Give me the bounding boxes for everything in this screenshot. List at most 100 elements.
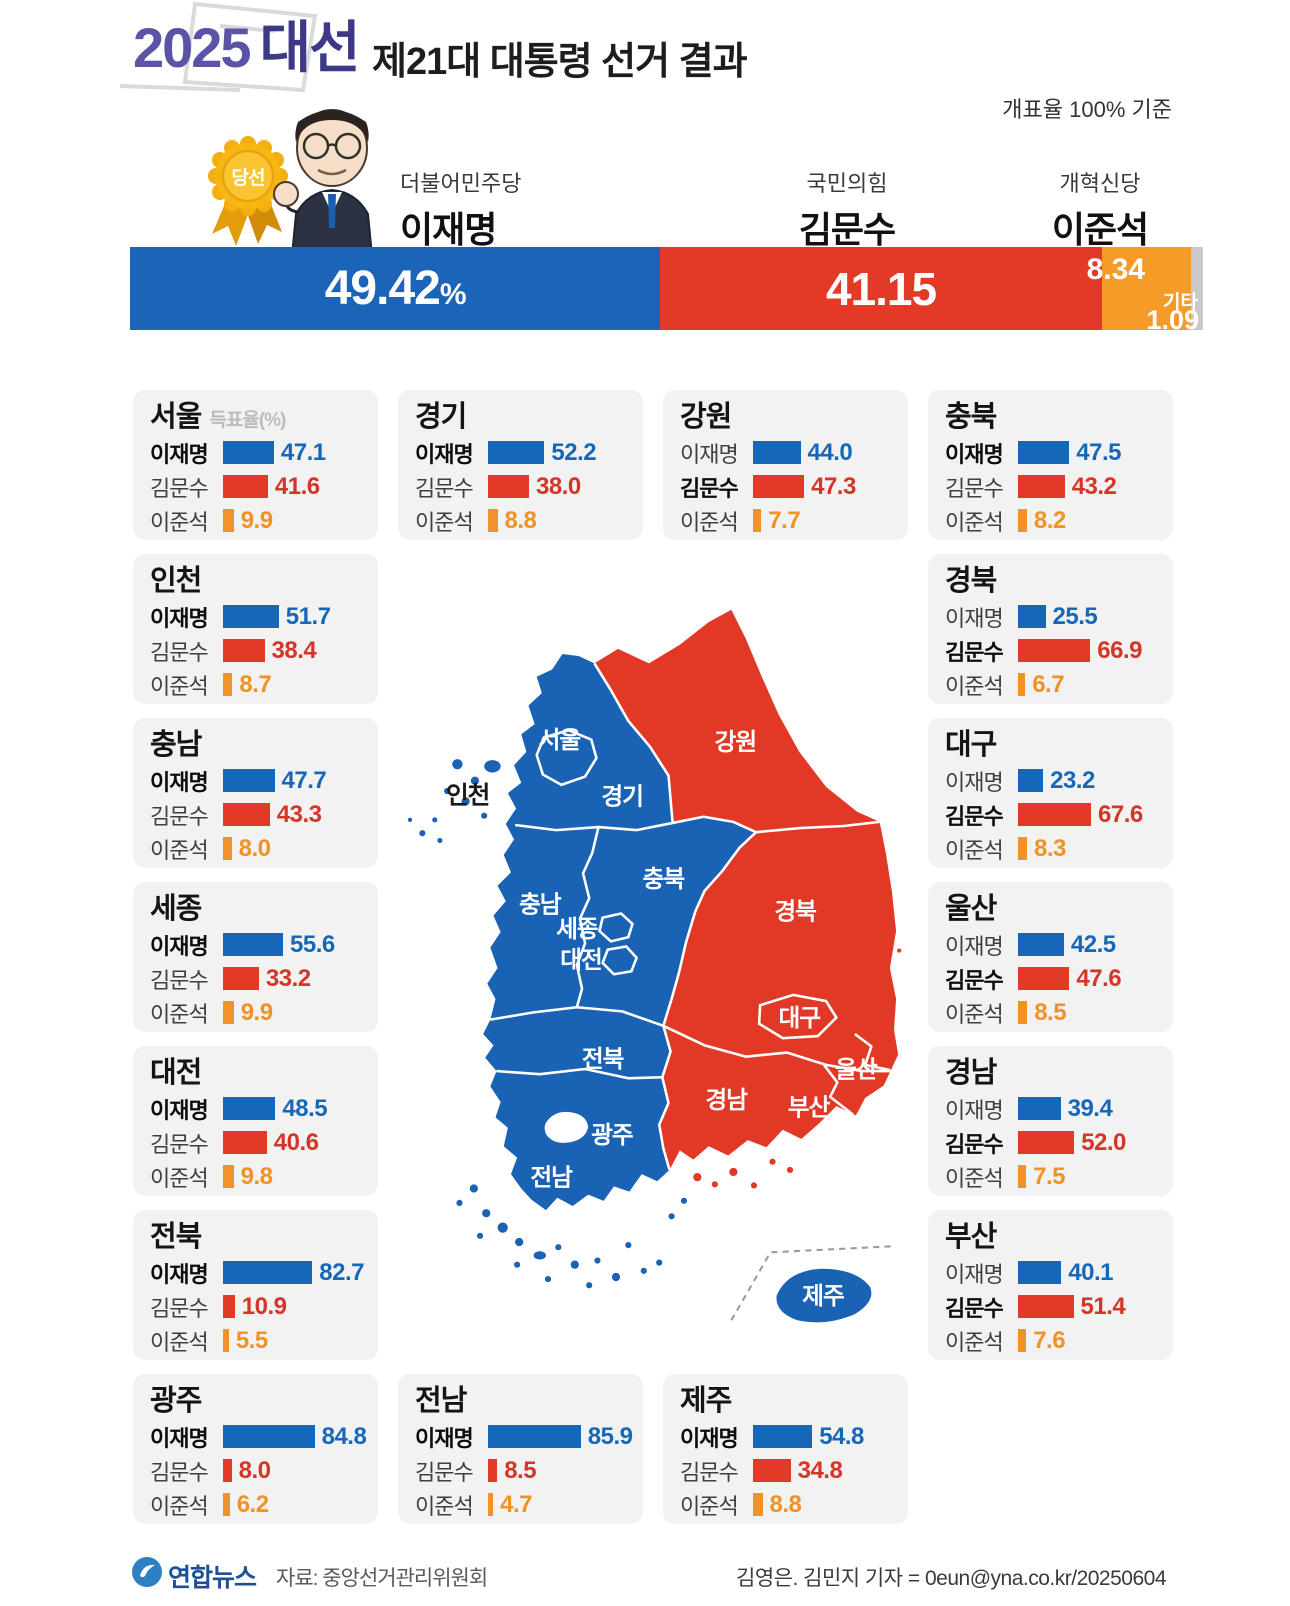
candidate-label: 이재명 [150, 1097, 209, 1123]
vote-value: 39.4 [1067, 1094, 1113, 1122]
map-daegu-enclave [757, 993, 838, 1040]
vote-bar [223, 441, 274, 464]
vote-value: 84.8 [321, 1422, 367, 1450]
vote-value: 40.6 [273, 1128, 319, 1156]
candidate-label: 이준석 [150, 1165, 209, 1191]
map-jeju-divider [730, 1245, 896, 1321]
region-name: 강원 [680, 401, 732, 433]
vote-value: 52.0 [1081, 1128, 1126, 1156]
map-west-islands [407, 759, 501, 844]
vote-bar [753, 1493, 763, 1516]
map-daejeon-enclave [601, 945, 639, 976]
others-label: 기타 [1163, 292, 1198, 313]
candidate-label: 이재명 [945, 1097, 1004, 1123]
region-name: 경북 [945, 565, 997, 597]
vote-bar [1018, 639, 1091, 662]
candidate-label: 김문수 [945, 803, 1004, 829]
vote-bar [1018, 441, 1070, 464]
candidate-label: 이재명 [945, 769, 1004, 795]
reporter-credit: 김영은. 김민지 기자 = 0eun@yna.co.kr/20250604 [736, 1567, 1167, 1590]
candidate-label: 김문수 [415, 475, 474, 501]
region-name: 경남 [945, 1057, 997, 1089]
map-label-gyeonggi: 경기 [601, 783, 643, 810]
candidate-row: 김문수 8.0 [150, 1456, 378, 1485]
vote-bar [753, 441, 801, 464]
vote-bar [1018, 1295, 1074, 1318]
vote-bar [223, 769, 275, 792]
map-province-borders [490, 662, 891, 1171]
candidate-label: 이재명 [945, 605, 1004, 631]
candidate-row: 이준석 9.9 [150, 999, 378, 1027]
candidate-row: 이재명 23.2 [945, 767, 1173, 795]
map-gwangju-enclave [544, 1111, 589, 1143]
candidate-label: 이재명 [150, 1261, 209, 1287]
kim-percent: 41.15 [825, 262, 937, 315]
map-sejong-enclave [598, 912, 634, 943]
vote-bar [753, 1425, 813, 1448]
region-card: 전북 이재명 82.7 김문수 10.9 이준석 5.5 [133, 1210, 378, 1360]
agency-name: 연합뉴스 [168, 1564, 257, 1592]
candidate-row: 이재명 48.5 [150, 1095, 378, 1123]
vote-bar [223, 967, 259, 990]
vote-value: 52.2 [551, 438, 597, 466]
map-label-daegu: 대구 [779, 1005, 821, 1032]
candidate-row: 이준석 8.3 [945, 835, 1173, 863]
candidate-label: 김문수 [945, 1131, 1004, 1157]
candidate-label: 이준석 [945, 1001, 1004, 1027]
region-name: 세종 [150, 893, 202, 925]
candidate-label: 김문수 [945, 639, 1004, 665]
vote-value: 43.2 [1071, 472, 1117, 500]
region-card: 충남 이재명 47.7 김문수 43.3 이준석 8.0 [133, 718, 378, 868]
region-card: 인천 이재명 51.7 김문수 38.4 이준석 8.7 [133, 554, 378, 704]
region-card: 부산 이재명 40.1 김문수 51.4 이준석 7.6 [928, 1210, 1173, 1360]
vote-bar [488, 509, 498, 532]
region-name: 제주 [680, 1385, 732, 1417]
vote-bar [753, 1459, 791, 1482]
map-label-seoul: 서울 [539, 727, 581, 754]
candidate-label: 이재명 [945, 933, 1004, 959]
candidate-row: 김문수 52.0 [945, 1128, 1173, 1157]
candidate-lee-party: 더불어민주당 [400, 171, 522, 196]
candidate-label: 이준석 [150, 1493, 209, 1519]
candidate-row: 이준석 7.7 [680, 507, 908, 535]
candidate-label: 이준석 [415, 1493, 474, 1519]
candidate-row: 이재명 42.5 [945, 930, 1173, 959]
vote-bar [753, 475, 805, 498]
winner-medal: 당선 [208, 136, 288, 246]
candidate-row: 이준석 8.8 [680, 1491, 908, 1519]
candidate-label: 김문수 [680, 475, 739, 501]
candidate-row: 이준석 6.7 [945, 671, 1173, 699]
vote-value: 8.5 [1034, 998, 1067, 1026]
candidate-row: 이준석 9.9 [150, 507, 378, 535]
map-label-jeonnam: 전남 [530, 1164, 573, 1191]
vote-bar [1018, 1001, 1028, 1024]
vote-value: 8.0 [238, 1456, 271, 1484]
winner-badge-text: 당선 [232, 167, 265, 189]
candidate-row: 이재명 52.2 [415, 438, 643, 467]
vote-bar [1018, 605, 1046, 628]
candidate-label: 김문수 [150, 1131, 209, 1157]
region-name: 울산 [945, 893, 997, 925]
candidate-row: 김문수 8.5 [415, 1457, 643, 1485]
candidate-label: 이준석 [415, 509, 474, 535]
candidate-label: 김문수 [150, 639, 209, 665]
region-card: 대전 이재명 48.5 김문수 40.6 이준석 9.8 [133, 1046, 378, 1196]
vote-bar [223, 803, 270, 826]
candidate-label: 이재명 [150, 441, 209, 467]
region-name: 대구 [945, 729, 997, 761]
candidate-label: 이준석 [150, 1329, 209, 1355]
candidate-row: 김문수 34.8 [680, 1457, 908, 1485]
candidate-row: 이준석 8.2 [945, 507, 1173, 535]
vote-value: 8.8 [504, 506, 537, 534]
map-label-sejong: 세종 [556, 916, 598, 943]
vote-bar [1018, 509, 1027, 532]
vote-bar [223, 509, 234, 532]
vote-bar [223, 1329, 229, 1352]
candidate-row: 이준석 6.2 [150, 1491, 378, 1519]
vote-value: 5.5 [235, 1326, 268, 1354]
vote-value: 42.5 [1070, 930, 1116, 958]
region-card: 경북 이재명 25.5 김문수 66.9 이준석 6.7 [928, 554, 1173, 704]
map-label-daejeon: 대전 [560, 947, 602, 974]
candidate-label: 이준석 [945, 509, 1004, 535]
vote-value: 9.8 [240, 1162, 273, 1190]
